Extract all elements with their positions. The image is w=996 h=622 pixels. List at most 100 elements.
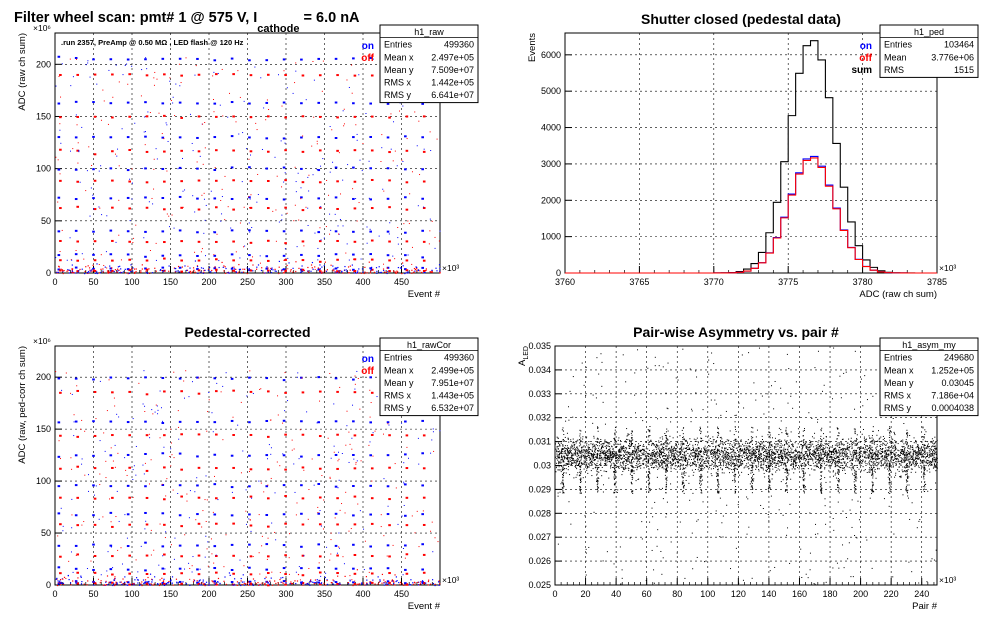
data-point-on [369,167,372,170]
data-point [757,441,759,443]
data-point-baseline [193,269,195,271]
data-point-outlier [439,430,441,432]
data-point [755,436,757,438]
data-point [629,453,631,455]
data-point [775,456,777,458]
data-point-off [197,554,201,557]
data-point-baseline [326,579,328,582]
data-point [656,453,658,455]
data-point-baseline [395,576,397,578]
data-point-outlier [61,63,63,65]
data-point-outlier [212,98,214,100]
data-point [933,458,935,460]
data-point-outlier [71,259,73,261]
data-point [903,454,905,456]
data-point [891,442,893,444]
data-point-off [370,391,374,394]
data-point [819,447,821,449]
data-point-on [196,513,199,516]
data-point-outlier [354,388,356,390]
data-point [592,458,594,460]
data-point-on [300,545,303,548]
data-point-outlier [77,162,79,164]
data-point-off [284,522,287,525]
data-point-baseline [409,584,411,586]
data-point-baseline [439,583,441,585]
data-point-off [301,240,305,243]
data-point-on [92,135,95,138]
data-point-on [92,267,95,270]
data-point [628,457,630,459]
data-point-baseline [204,583,206,585]
data-point-off [76,465,80,468]
data-point-outlier [344,512,346,514]
data-point [605,446,607,448]
data-point [669,461,671,463]
data-point [561,452,563,454]
data-point-outlier [303,555,305,557]
data-point-off [422,496,426,499]
data-point-on [92,543,95,546]
data-point-off [301,433,305,436]
data-point [801,451,803,453]
data-point-on [213,168,217,171]
data-point [597,460,599,462]
data-point [869,464,871,466]
data-point-on [196,484,199,487]
data-point [805,460,807,462]
data-point [805,451,807,453]
data-point-on [161,377,165,380]
data-point [816,463,818,465]
data-point-baseline [74,272,76,274]
data-point-on [109,454,113,457]
data-point-outlier [343,123,345,125]
data-point-outlier [308,190,310,192]
data-point [664,455,666,457]
data-point [813,454,815,456]
data-point-baseline [247,584,249,586]
data-point-baseline [415,267,418,269]
data-point-on [404,483,407,486]
data-point [903,470,905,472]
data-point-outlier [240,472,242,474]
data-point-on [213,421,217,424]
data-point-outlier [387,423,389,425]
data-point-baseline [100,268,102,270]
data-point-off [145,572,149,575]
data-point-baseline [314,266,316,268]
data-point [891,458,893,460]
data-point-baseline [110,581,112,583]
data-point [925,447,927,449]
data-point [779,457,781,459]
data-point [931,461,933,463]
data-point-outlier [59,123,61,125]
data-point [641,457,643,459]
data-point-baseline [149,584,151,586]
data-point [675,444,677,446]
data-point-outlier [73,435,75,437]
data-point-outlier [166,478,168,480]
data-point-off [353,74,357,77]
data-point-outlier [330,532,332,534]
data-point-outlier [341,453,343,455]
data-point-on [161,167,165,170]
data-point [695,455,697,457]
data-point-baseline [113,583,115,585]
data-point-on [265,59,269,62]
data-point-on [300,567,303,570]
data-point [922,453,924,455]
data-point [665,459,667,461]
data-point-baseline [361,268,364,270]
data-point [676,461,678,463]
data-point-baseline [419,581,422,583]
data-point-outlier [348,259,350,261]
data-point [622,470,624,472]
data-point-off [197,150,201,153]
data-point-on [126,484,130,487]
data-point [909,434,911,436]
data-point [570,447,572,449]
data-point-outlier [149,437,151,439]
data-point [611,456,613,458]
data-point-baseline [356,569,358,571]
data-point [758,449,760,451]
